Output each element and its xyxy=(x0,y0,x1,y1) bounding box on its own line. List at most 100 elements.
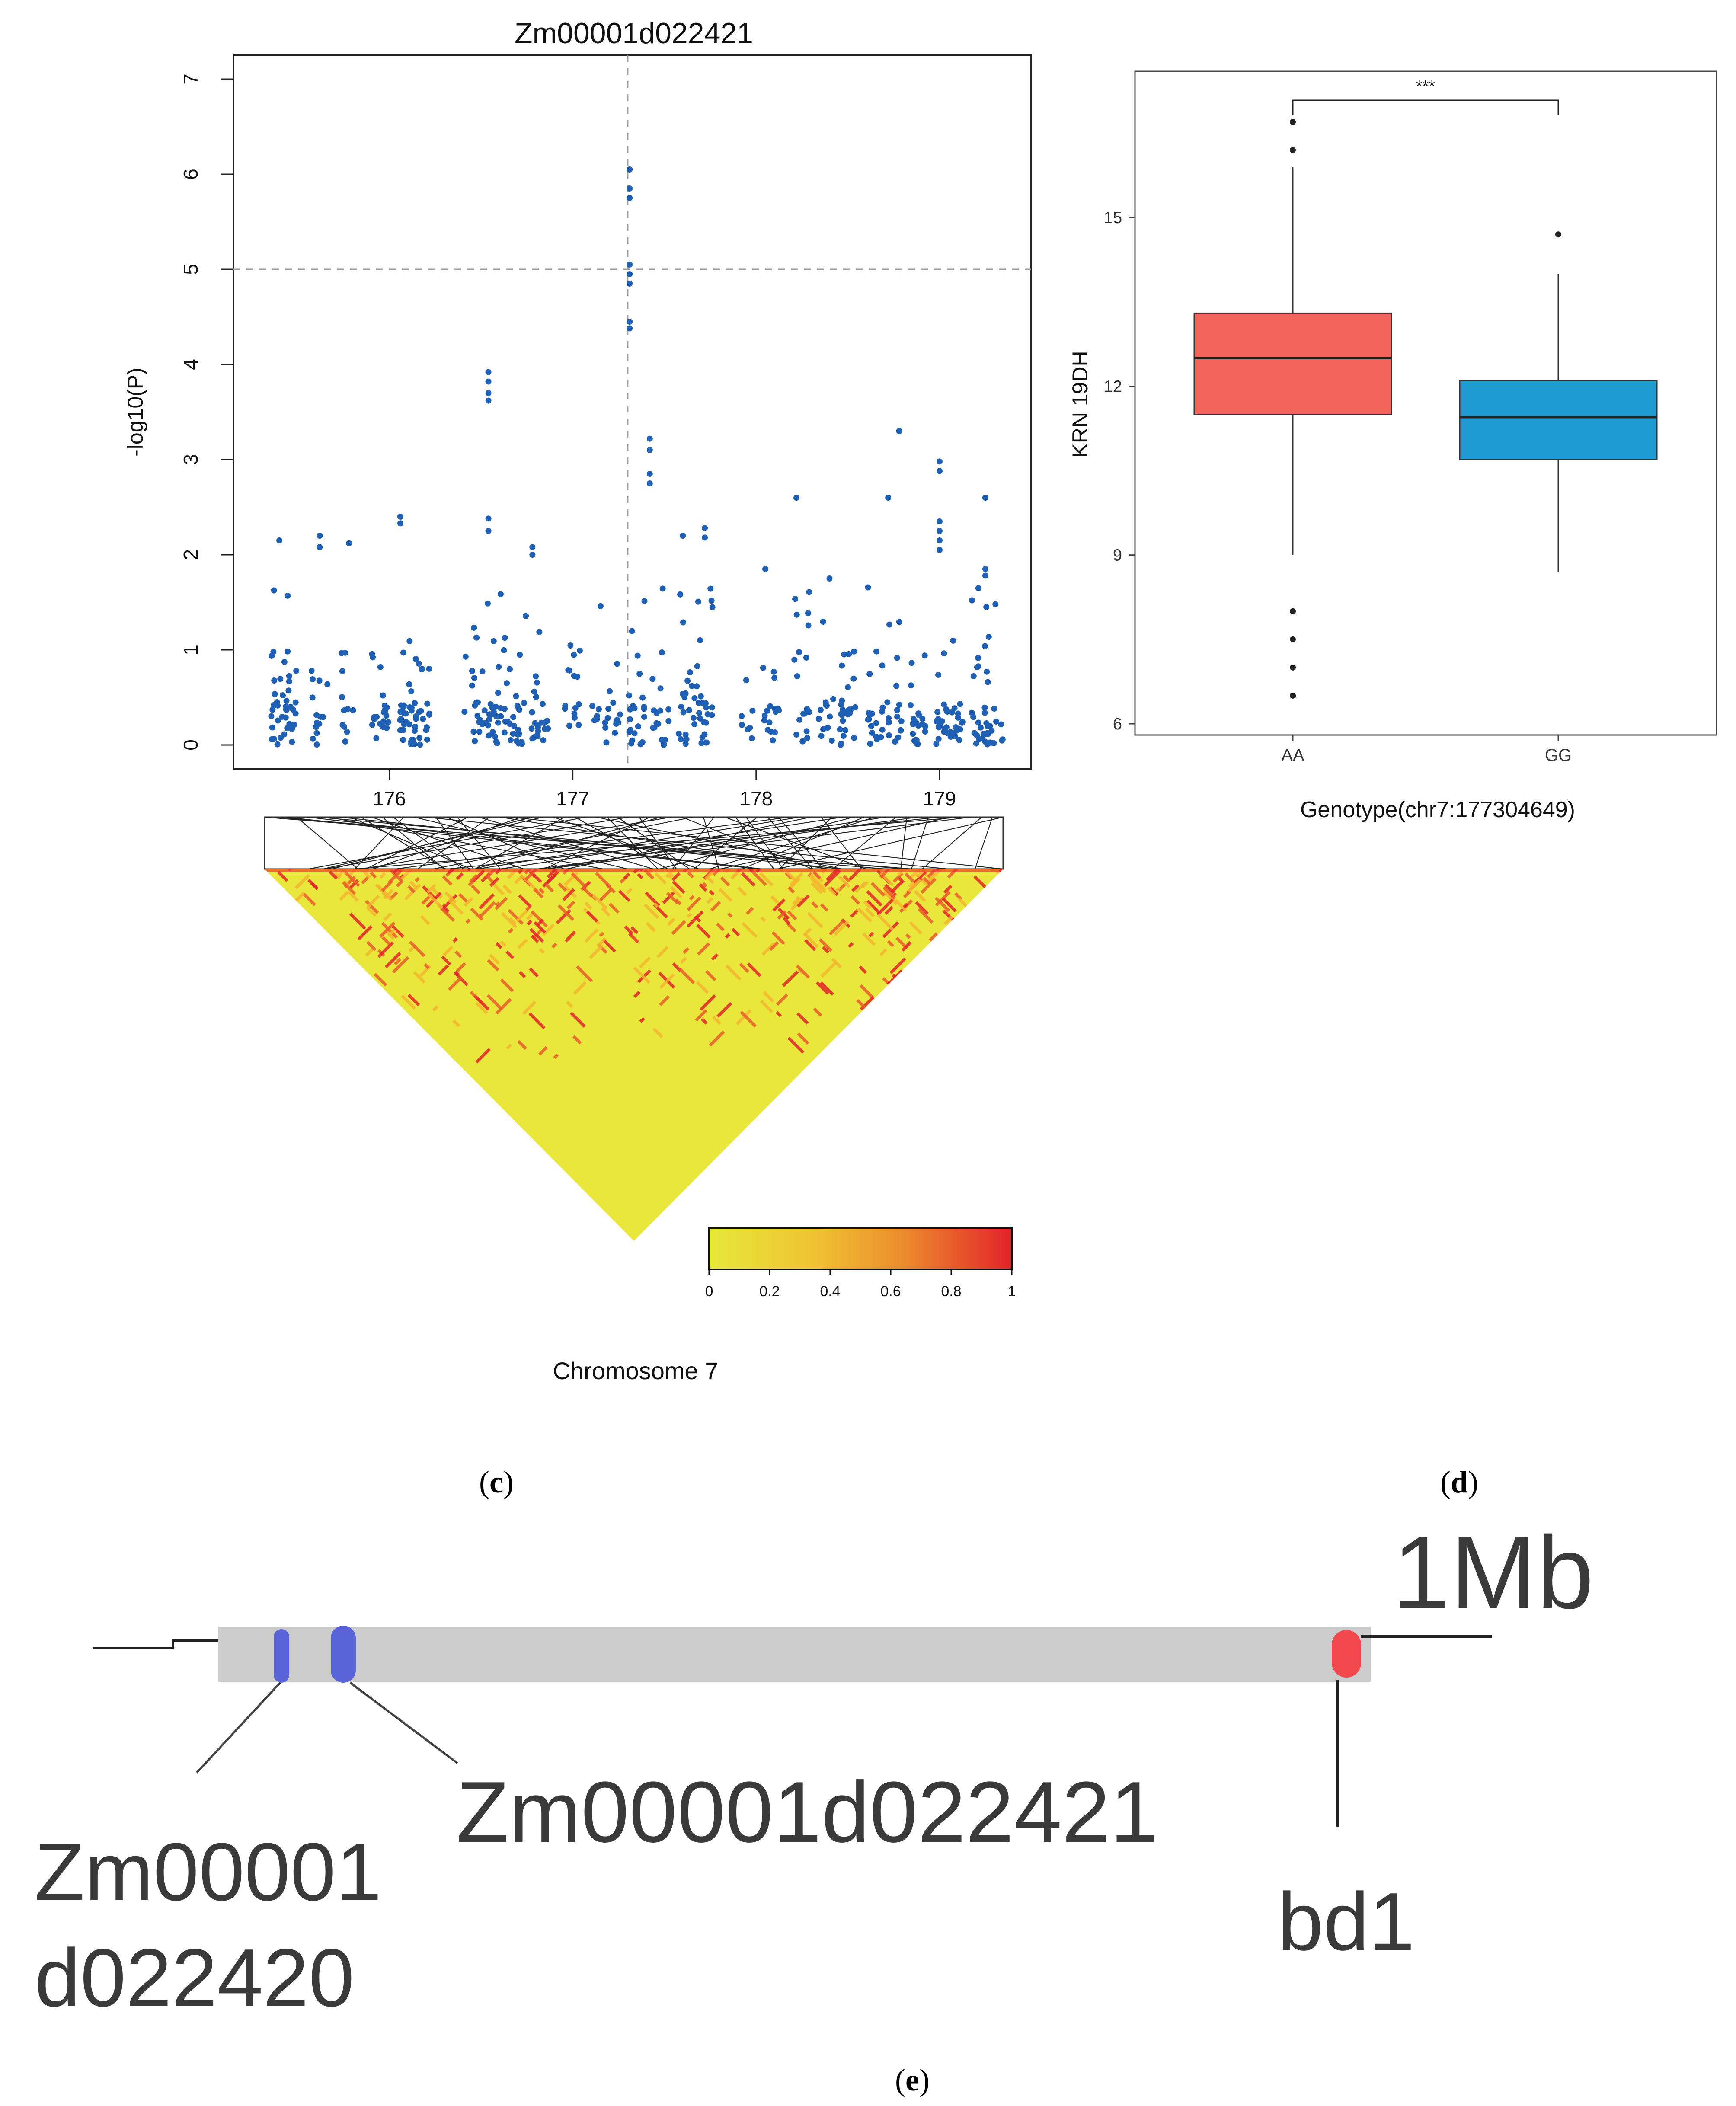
ld-connector-line xyxy=(318,817,905,869)
snp-point-peak xyxy=(936,528,943,534)
ld-cell xyxy=(1084,1031,1092,1039)
snp-point xyxy=(274,741,281,748)
snp-point xyxy=(506,666,513,672)
ld-cell xyxy=(1017,954,1031,968)
snp-point xyxy=(492,734,498,740)
ld-cell xyxy=(996,1039,1003,1046)
ld-connector-line xyxy=(545,817,971,869)
snp-point xyxy=(894,713,901,720)
snp-point xyxy=(842,727,848,733)
left-scale-line xyxy=(93,1639,218,1649)
snp-point xyxy=(289,725,295,731)
ld-cell xyxy=(1011,928,1022,938)
ld-cell xyxy=(633,966,651,984)
snp-point xyxy=(748,735,755,741)
snp-point xyxy=(411,728,418,734)
box-x-tick-label: GG xyxy=(1545,746,1572,765)
snp-point xyxy=(571,710,578,717)
snp-point xyxy=(936,723,942,730)
snp-point xyxy=(540,737,547,744)
snp-point xyxy=(677,591,684,598)
ld-cell xyxy=(668,873,674,879)
ld-cell xyxy=(344,871,360,887)
ld-cell xyxy=(303,893,316,906)
ld-cell xyxy=(712,1016,722,1025)
snp-point xyxy=(370,654,376,661)
ld-color-scale xyxy=(708,1227,1013,1270)
x-tick-label: 177 xyxy=(556,787,589,810)
snp-point xyxy=(614,661,620,667)
ld-cell xyxy=(639,956,651,968)
ld-scale-tick-label: 0.8 xyxy=(941,1283,961,1300)
snp-point xyxy=(536,629,543,635)
snp-point xyxy=(877,734,883,741)
ld-cell xyxy=(349,912,367,930)
ld-cell xyxy=(528,1012,546,1029)
ld-cell xyxy=(710,901,721,912)
ld-cell xyxy=(879,948,888,956)
ld-cell xyxy=(850,909,859,918)
snp-point-peak xyxy=(627,271,633,277)
snp-point xyxy=(566,722,572,729)
snp-point xyxy=(940,701,947,708)
ld-cell xyxy=(413,971,426,984)
ld-cell xyxy=(918,908,934,924)
svg-text:(e): (e) xyxy=(895,2063,930,2097)
ld-cell xyxy=(750,869,767,886)
ld-cell xyxy=(473,995,490,1011)
ld-cell xyxy=(890,880,904,894)
snp-point xyxy=(476,729,483,735)
ld-cell xyxy=(1002,878,1003,888)
ld-cell xyxy=(720,876,730,887)
snp-point xyxy=(953,727,960,734)
ld-cell xyxy=(458,893,468,903)
ld-cell xyxy=(517,1040,527,1050)
ld-connector-line xyxy=(296,817,358,869)
ld-cell xyxy=(1005,952,1014,961)
ld-cell xyxy=(249,914,255,920)
snp-point xyxy=(690,715,697,721)
ld-cell xyxy=(700,1018,708,1025)
snp-point xyxy=(991,706,997,712)
ld-cell xyxy=(718,888,733,902)
snp-point xyxy=(495,719,501,726)
snp-point xyxy=(943,724,950,731)
ld-cell xyxy=(569,1011,586,1028)
snp-point xyxy=(851,648,857,655)
ld-cell xyxy=(859,984,874,999)
ld-cell xyxy=(716,1002,732,1018)
snp-point xyxy=(985,634,992,640)
ld-cell xyxy=(377,941,394,958)
ld-cell xyxy=(1009,953,1021,965)
snp-point xyxy=(839,662,845,669)
snp-point-peak xyxy=(627,185,633,192)
ld-cell xyxy=(1025,894,1042,910)
snp-point-peak xyxy=(276,537,283,543)
gene-label-zm00001d022421: Zm00001d022421 xyxy=(456,1764,1158,1860)
snp-point xyxy=(284,725,291,732)
snp-point-peak xyxy=(793,495,800,501)
ld-cell xyxy=(672,880,686,894)
snp-point xyxy=(745,726,751,732)
snp-point xyxy=(533,673,539,680)
ld-cell xyxy=(913,981,919,987)
snp-point xyxy=(469,682,475,689)
ld-cell xyxy=(409,880,418,889)
snp-point xyxy=(796,649,802,655)
snp-point xyxy=(825,725,831,731)
ld-cell xyxy=(671,920,686,935)
snp-point xyxy=(977,724,984,731)
snp-point xyxy=(490,709,497,715)
snp-point xyxy=(699,734,706,741)
ld-cell xyxy=(277,871,288,882)
ld-cell xyxy=(633,991,641,998)
ld-cell xyxy=(214,968,221,975)
ld-connector-line xyxy=(777,817,1004,869)
ld-cell xyxy=(978,983,994,999)
snp-point xyxy=(279,713,285,720)
ld-cell xyxy=(218,888,226,896)
ld-cell xyxy=(374,973,387,987)
snp-point xyxy=(766,719,773,726)
snp-point xyxy=(423,727,429,733)
snp-point xyxy=(562,703,569,709)
